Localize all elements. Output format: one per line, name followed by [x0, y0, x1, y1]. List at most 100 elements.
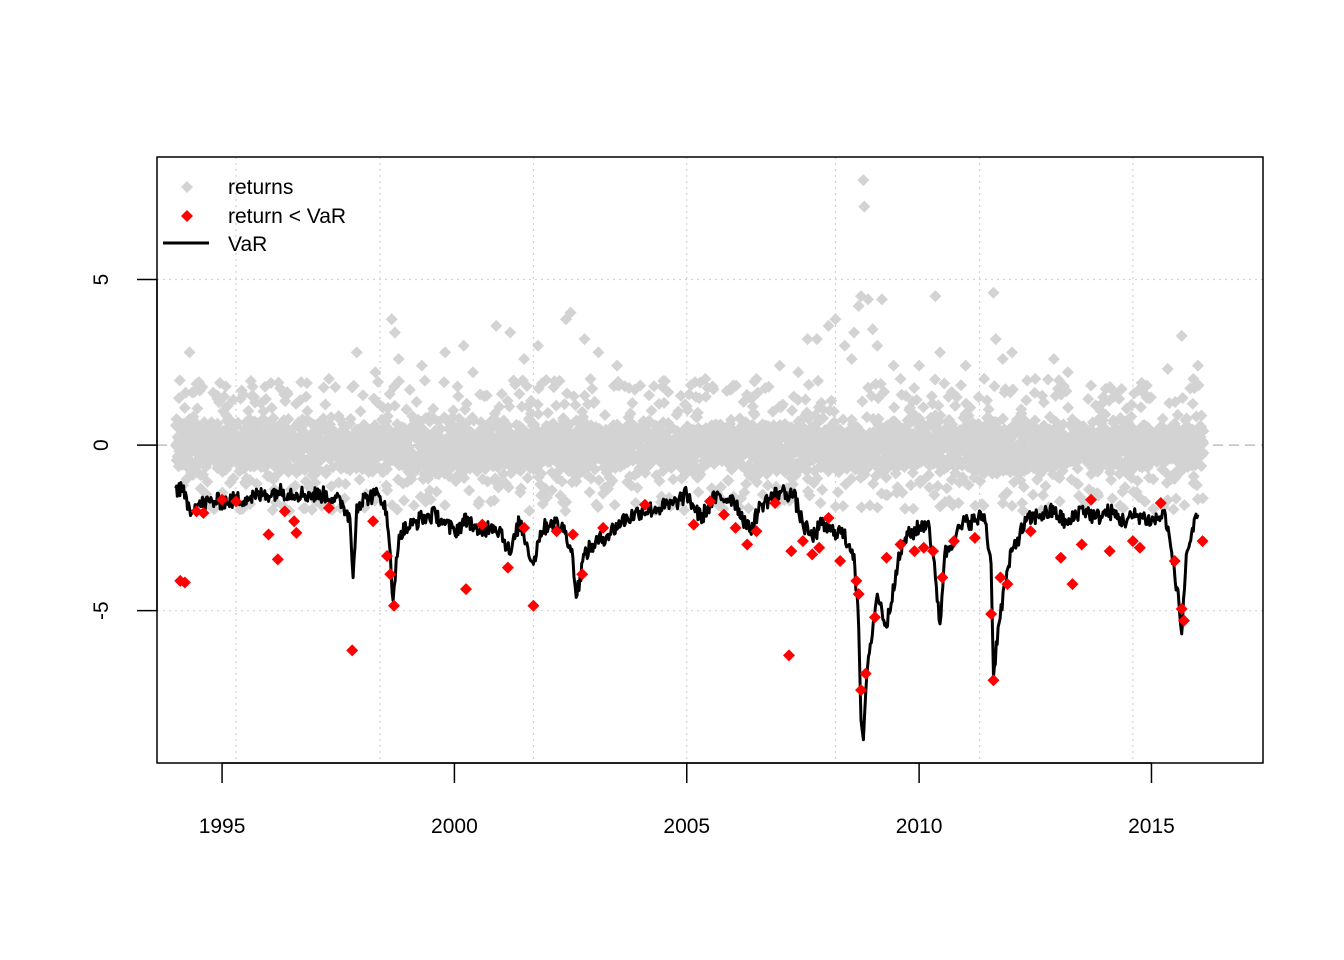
return-point: [1186, 397, 1199, 410]
return-point: [493, 400, 506, 413]
return-point: [535, 467, 548, 480]
return-point: [1190, 479, 1203, 492]
return-point: [372, 375, 385, 388]
var-line: [174, 481, 1200, 742]
breach-point: [527, 599, 540, 612]
return-outlier-point: [810, 333, 823, 346]
return-point: [1026, 488, 1039, 501]
y-tick-label: 0: [90, 439, 113, 451]
x-tick-label: 1995: [199, 815, 246, 838]
return-point: [1197, 425, 1210, 438]
return-point: [505, 467, 518, 480]
return-outlier-point: [322, 372, 335, 385]
return-point: [452, 390, 465, 403]
return-point: [908, 382, 921, 395]
return-point: [354, 405, 367, 418]
return-point: [929, 373, 942, 386]
breach-point: [566, 528, 579, 541]
return-outlier-point: [1161, 362, 1174, 375]
return-point: [1147, 473, 1160, 486]
return-point: [451, 380, 464, 393]
return-point: [791, 393, 804, 406]
return-point: [907, 502, 920, 515]
return-outlier-point: [188, 386, 201, 399]
return-point: [1176, 391, 1189, 404]
return-point: [305, 503, 318, 516]
return-outlier-point: [699, 372, 712, 385]
return-point: [1125, 410, 1138, 423]
legend-var-label: VaR: [228, 233, 267, 256]
return-outlier-point: [388, 326, 401, 339]
return-point: [811, 374, 824, 387]
return-point: [231, 416, 244, 429]
return-outlier-point: [1175, 329, 1188, 342]
return-point: [473, 495, 486, 508]
return-outlier-point: [913, 359, 926, 372]
return-point: [982, 403, 995, 416]
breach-point: [947, 535, 960, 548]
return-outlier-point: [829, 313, 842, 326]
return-point: [490, 414, 503, 427]
return-outlier-point: [887, 359, 900, 372]
breach-point: [850, 574, 863, 587]
return-point: [845, 472, 858, 485]
breach-point: [1133, 541, 1146, 554]
return-point: [817, 412, 830, 425]
return-point: [952, 496, 965, 509]
breach-point: [388, 599, 400, 612]
breach-point: [985, 607, 998, 620]
return-outlier-point: [592, 346, 605, 359]
return-point: [626, 397, 639, 410]
breach-point: [968, 531, 981, 544]
return-outlier-point: [866, 323, 879, 336]
return-point: [410, 395, 423, 408]
breach-point: [1054, 551, 1067, 564]
return-point: [631, 481, 644, 494]
return-point: [1028, 414, 1041, 427]
breach-point: [384, 568, 397, 581]
return-point: [559, 504, 572, 517]
y-axis: -5 0 5: [90, 274, 158, 620]
return-point: [1071, 462, 1084, 475]
breach-point: [855, 684, 868, 697]
return-point: [658, 375, 671, 388]
return-point: [880, 471, 893, 484]
return-point: [1042, 373, 1055, 386]
return-point: [227, 393, 240, 406]
return-outlier-point: [978, 372, 991, 385]
legend-breach-marker: [181, 210, 193, 222]
return-point: [786, 478, 799, 491]
breach-point: [783, 649, 795, 662]
return-point: [584, 373, 597, 386]
return-point: [1180, 412, 1193, 425]
return-point: [799, 393, 812, 406]
return-point: [513, 387, 526, 400]
return-outlier-point: [1108, 386, 1121, 399]
x-tick-label: 2005: [663, 815, 710, 838]
return-point: [592, 474, 605, 487]
return-outlier-point: [385, 313, 398, 326]
return-outlier-point: [822, 319, 835, 332]
breach-point: [1178, 614, 1190, 627]
return-point: [1118, 481, 1131, 494]
return-point: [925, 390, 938, 403]
return-point: [825, 394, 838, 407]
return-outlier-point: [504, 326, 517, 339]
return-point: [1134, 401, 1147, 414]
breach-point: [1024, 525, 1037, 538]
return-point: [1006, 499, 1019, 512]
return-point: [540, 373, 553, 386]
return-point: [828, 416, 841, 429]
return-point: [339, 477, 352, 490]
return-point: [557, 412, 570, 425]
return-point: [438, 499, 451, 512]
return-point: [931, 480, 944, 493]
return-point: [871, 501, 884, 514]
return-outlier-point: [1006, 346, 1019, 359]
return-outlier-point: [234, 392, 247, 405]
return-point: [1082, 393, 1095, 406]
return-point: [643, 389, 656, 402]
return-point: [480, 389, 493, 402]
return-point: [1117, 502, 1130, 515]
return-point: [497, 468, 510, 481]
